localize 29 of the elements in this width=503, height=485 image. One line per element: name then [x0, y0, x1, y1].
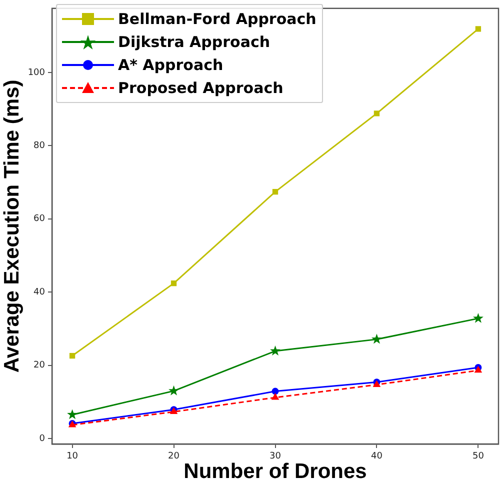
x-axis-title: Number of Drones	[184, 460, 367, 484]
point	[271, 393, 280, 400]
point	[374, 110, 380, 116]
point	[170, 280, 177, 286]
point	[67, 409, 78, 420]
x-tick-label: 30	[270, 452, 282, 462]
legend-label: A* Approach	[118, 56, 224, 74]
x-tick-label: 20	[168, 452, 180, 462]
legend-label: Bellman-Ford Approach	[118, 10, 316, 28]
y-tick-label: 80	[34, 141, 46, 152]
point	[168, 385, 180, 396]
y-axis-title: Average Execution Time (ms)	[0, 80, 24, 373]
point	[270, 346, 280, 356]
x-tick-label: 10	[66, 452, 78, 462]
legend-label: Dijkstra Approach	[118, 32, 270, 50]
x-tick-label: 50	[472, 452, 484, 462]
point	[69, 352, 76, 359]
point	[272, 388, 279, 395]
y-tick-label: 60	[34, 214, 46, 224]
y-tick-label: 100	[28, 68, 46, 78]
y-tick-label: 0	[39, 434, 46, 444]
x-tick-label: 40	[371, 452, 383, 462]
y-tick-label: 20	[34, 360, 46, 371]
point	[475, 26, 482, 32]
legend-label: Proposed Approach	[118, 78, 284, 96]
point	[371, 334, 382, 344]
y-tick-label: 40	[34, 287, 46, 298]
point	[472, 312, 484, 323]
point	[272, 188, 278, 195]
